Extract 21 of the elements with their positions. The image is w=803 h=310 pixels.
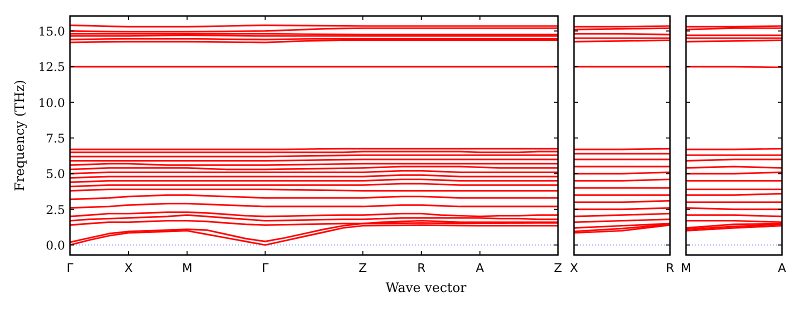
x-tick-label: R	[417, 261, 426, 275]
y-tick-label: 12.5	[38, 60, 65, 74]
x-tick-label: A	[476, 261, 485, 275]
x-tick-label: M	[182, 261, 192, 275]
x-axis-title: Wave vector	[386, 281, 468, 296]
y-tick-label: 2.5	[46, 202, 65, 217]
x-tick-label: X	[124, 261, 133, 275]
x-tick-label: X	[570, 261, 578, 275]
y-tick-label: 7.5	[46, 131, 65, 146]
x-tick-label: Z	[554, 261, 562, 275]
x-tick-label: M	[680, 261, 692, 275]
x-tick-label: R	[666, 261, 674, 275]
x-tick-label: Γ	[66, 261, 74, 275]
x-tick-label: A	[778, 261, 787, 275]
y-tick-label: 10.0	[38, 96, 65, 110]
y-tick-label: 5.0	[46, 167, 65, 182]
y-axis-title: Frequency (THz)	[13, 80, 28, 192]
y-tick-label: 0.0	[46, 238, 65, 253]
x-tick-label: Γ	[262, 261, 269, 275]
y-tick-label: 15.0	[38, 24, 65, 38]
x-tick-label: Z	[358, 261, 367, 275]
